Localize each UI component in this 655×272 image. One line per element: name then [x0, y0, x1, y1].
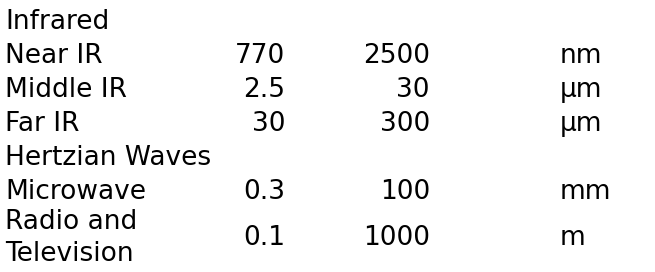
Text: 30: 30 — [252, 111, 285, 137]
Text: 1000: 1000 — [363, 225, 430, 251]
Text: 2.5: 2.5 — [243, 77, 285, 103]
Text: nm: nm — [560, 43, 603, 69]
Text: m: m — [560, 225, 586, 251]
Text: Microwave: Microwave — [5, 179, 146, 205]
Text: Hertzian Waves: Hertzian Waves — [5, 145, 211, 171]
Text: 0.1: 0.1 — [243, 225, 285, 251]
Text: μm: μm — [560, 77, 603, 103]
Text: mm: mm — [560, 179, 612, 205]
Text: 2500: 2500 — [363, 43, 430, 69]
Text: 770: 770 — [234, 43, 285, 69]
Text: Radio and: Radio and — [5, 209, 138, 235]
Text: μm: μm — [560, 111, 603, 137]
Text: 100: 100 — [380, 179, 430, 205]
Text: 30: 30 — [396, 77, 430, 103]
Text: Far IR: Far IR — [5, 111, 79, 137]
Text: Television: Television — [5, 241, 134, 267]
Text: 300: 300 — [380, 111, 430, 137]
Text: Middle IR: Middle IR — [5, 77, 127, 103]
Text: Near IR: Near IR — [5, 43, 103, 69]
Text: 0.3: 0.3 — [243, 179, 285, 205]
Text: Infrared: Infrared — [5, 9, 109, 35]
